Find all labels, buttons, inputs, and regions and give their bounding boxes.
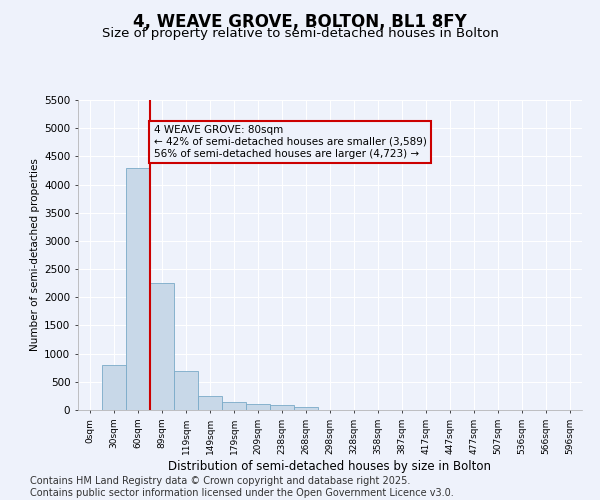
Bar	[150, 283, 174, 410]
Y-axis label: Number of semi-detached properties: Number of semi-detached properties	[30, 158, 40, 352]
Text: Contains HM Land Registry data © Crown copyright and database right 2025.
Contai: Contains HM Land Registry data © Crown c…	[30, 476, 454, 498]
Bar	[246, 404, 270, 410]
Text: Size of property relative to semi-detached houses in Bolton: Size of property relative to semi-detach…	[101, 28, 499, 40]
Bar	[102, 365, 126, 410]
Bar	[294, 407, 318, 410]
Text: 4, WEAVE GROVE, BOLTON, BL1 8FY: 4, WEAVE GROVE, BOLTON, BL1 8FY	[133, 12, 467, 30]
X-axis label: Distribution of semi-detached houses by size in Bolton: Distribution of semi-detached houses by …	[169, 460, 491, 472]
Text: 4 WEAVE GROVE: 80sqm
← 42% of semi-detached houses are smaller (3,589)
56% of se: 4 WEAVE GROVE: 80sqm ← 42% of semi-detac…	[154, 126, 427, 158]
Bar	[270, 406, 294, 410]
Bar	[174, 370, 198, 410]
Bar	[222, 402, 246, 410]
Bar	[126, 168, 150, 410]
Bar	[198, 396, 222, 410]
